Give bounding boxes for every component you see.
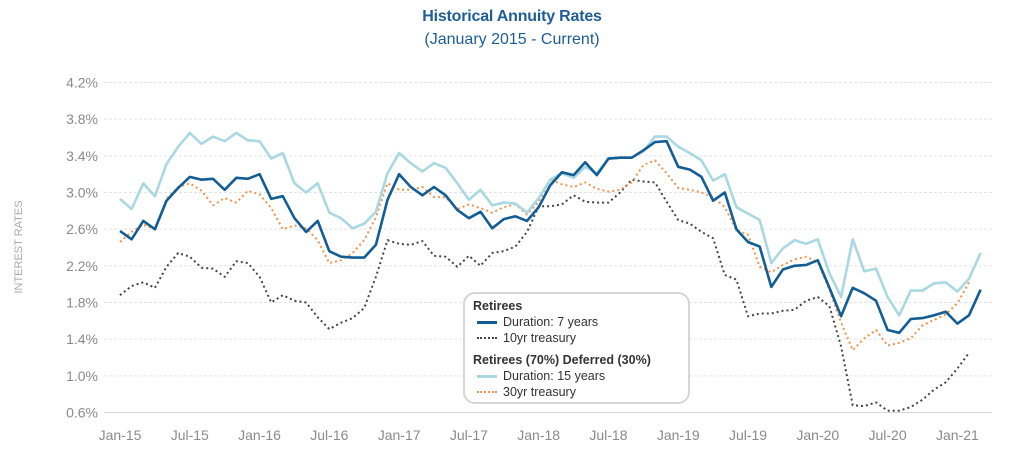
series-lines xyxy=(119,131,982,412)
y-tick-label: 1.4% xyxy=(66,331,98,347)
y-tick-label: 1.0% xyxy=(66,368,98,384)
x-tick-label: Jan-16 xyxy=(238,427,281,443)
y-tick-label: 1.8% xyxy=(66,295,98,311)
gridlines xyxy=(104,82,992,413)
legend-item-label: 30yr treasury xyxy=(503,385,576,399)
legend-swatch-solid-light-blue xyxy=(477,374,497,378)
series-line-duration-7-years xyxy=(119,139,982,335)
x-axis-ticks: Jan-15 Jul-15 Jan-16 Jul-16 Jan-17 Jul-17 Jan-… xyxy=(99,427,979,443)
chart-subtitle: (January 2015 - Current) xyxy=(424,31,600,48)
y-axis-ticks: 4.2% 3.8% 3.4% 3.0% 2.6% 2.2% 1.8% 1.4% 1.0% 0.6% xyxy=(66,75,98,421)
x-tick-label: Jan-21 xyxy=(936,427,979,443)
x-tick-label: Jul-18 xyxy=(589,427,627,443)
legend-swatch-dotted-gray xyxy=(477,337,497,339)
legend-item-label: 10yr treasury xyxy=(503,331,576,345)
x-tick-label: Jan-17 xyxy=(378,427,421,443)
x-tick-label: Jul-15 xyxy=(171,427,209,443)
x-tick-label: Jan-15 xyxy=(99,427,142,443)
y-tick-label: 3.8% xyxy=(66,111,98,127)
legend-group-heading: Retirees xyxy=(473,299,523,313)
legend-swatch-solid-dark-blue xyxy=(477,320,497,324)
x-tick-label: Jul-16 xyxy=(310,427,348,443)
y-tick-label: 0.6% xyxy=(66,405,98,421)
series-line-duration-15-years xyxy=(119,131,982,317)
y-tick-label: 2.6% xyxy=(66,221,98,237)
x-tick-label: Jan-18 xyxy=(517,427,560,443)
legend-item-label: Duration: 7 years xyxy=(503,315,599,329)
y-tick-label: 3.4% xyxy=(66,148,98,164)
legend-item-duration-7-years: Duration: 7 years xyxy=(473,314,688,330)
x-tick-label: Jan-19 xyxy=(657,427,700,443)
x-tick-label: Jan-20 xyxy=(796,427,839,443)
x-tick-label: Jul-20 xyxy=(869,427,907,443)
legend-item-label: Duration: 15 years xyxy=(503,369,606,383)
y-axis-label: INTEREST RATES xyxy=(13,200,25,293)
legend-item-10yr-treasury: 10yr treasury xyxy=(473,330,688,346)
legend: Retirees Duration: 7 years 10yr treasury… xyxy=(463,292,690,404)
legend-item-30yr-treasury: 30yr treasury xyxy=(473,384,688,400)
legend-item-duration-15-years: Duration: 15 years xyxy=(473,368,688,384)
y-tick-label: 3.0% xyxy=(66,185,98,201)
x-tick-label: Jul-17 xyxy=(450,427,488,443)
x-tick-label: Jul-19 xyxy=(729,427,767,443)
legend-swatch-dotted-orange xyxy=(477,391,497,393)
y-tick-label: 2.2% xyxy=(66,258,98,274)
y-tick-label: 4.2% xyxy=(66,75,98,91)
legend-group-heading: Retirees (70%) Deferred (30%) xyxy=(473,353,651,367)
chart-title: Historical Annuity Rates xyxy=(422,8,602,25)
